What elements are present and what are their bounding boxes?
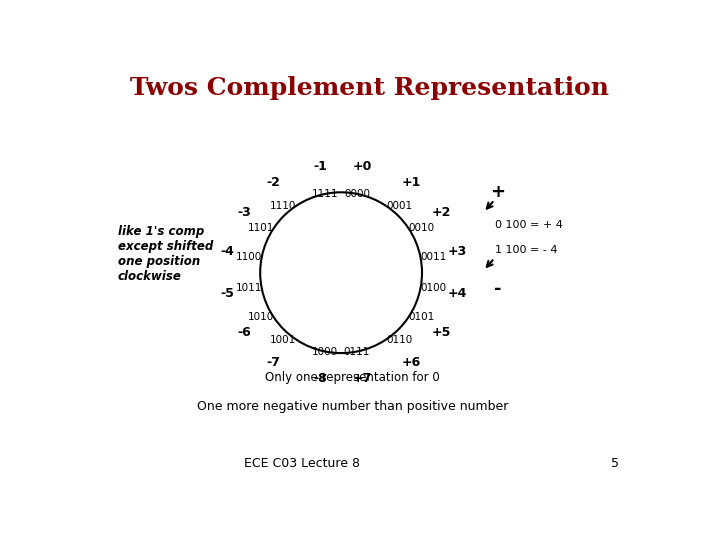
Text: +7: +7 bbox=[353, 372, 372, 385]
Text: 0 100 = + 4: 0 100 = + 4 bbox=[495, 220, 562, 230]
Text: 1110: 1110 bbox=[270, 201, 296, 211]
Text: +5: +5 bbox=[431, 326, 451, 339]
Text: -2: -2 bbox=[267, 177, 281, 190]
Text: 5: 5 bbox=[611, 457, 618, 470]
Text: +1: +1 bbox=[402, 177, 421, 190]
Text: Twos Complement Representation: Twos Complement Representation bbox=[130, 76, 608, 100]
Text: 1010: 1010 bbox=[248, 312, 274, 322]
Text: 1101: 1101 bbox=[248, 223, 274, 233]
Text: 0110: 0110 bbox=[386, 335, 413, 345]
Text: -8: -8 bbox=[313, 372, 327, 385]
Text: 0001: 0001 bbox=[386, 201, 412, 211]
Text: 1 100 = - 4: 1 100 = - 4 bbox=[495, 245, 557, 255]
Text: like 1's comp
except shifted
one position
clockwise: like 1's comp except shifted one positio… bbox=[118, 225, 213, 283]
Text: 1100: 1100 bbox=[235, 252, 262, 262]
Text: 0101: 0101 bbox=[408, 312, 435, 322]
Text: -1: -1 bbox=[313, 160, 327, 173]
Text: -7: -7 bbox=[267, 356, 281, 369]
Text: 1000: 1000 bbox=[312, 347, 338, 356]
Text: One more negative number than positive number: One more negative number than positive n… bbox=[197, 401, 508, 414]
Text: 0100: 0100 bbox=[420, 284, 446, 293]
Text: ECE C03 Lecture 8: ECE C03 Lecture 8 bbox=[244, 457, 360, 470]
Text: Only one representation for 0: Only one representation for 0 bbox=[265, 372, 440, 384]
Text: 1001: 1001 bbox=[270, 335, 296, 345]
Text: 0011: 0011 bbox=[420, 252, 446, 262]
Text: 0111: 0111 bbox=[343, 347, 370, 356]
Text: 1111: 1111 bbox=[312, 189, 338, 199]
Text: -3: -3 bbox=[237, 206, 251, 219]
Text: 1011: 1011 bbox=[235, 284, 262, 293]
Text: -6: -6 bbox=[237, 326, 251, 339]
Text: +: + bbox=[490, 183, 505, 201]
Text: +0: +0 bbox=[353, 160, 372, 173]
Text: +6: +6 bbox=[402, 356, 420, 369]
Text: +4: +4 bbox=[448, 287, 467, 300]
Ellipse shape bbox=[260, 192, 422, 353]
Text: 0000: 0000 bbox=[344, 189, 370, 199]
Text: -: - bbox=[494, 280, 501, 298]
Text: 0010: 0010 bbox=[408, 223, 434, 233]
Text: -5: -5 bbox=[220, 287, 235, 300]
Text: +3: +3 bbox=[448, 245, 467, 258]
Text: -4: -4 bbox=[220, 245, 235, 258]
Text: +2: +2 bbox=[431, 206, 451, 219]
